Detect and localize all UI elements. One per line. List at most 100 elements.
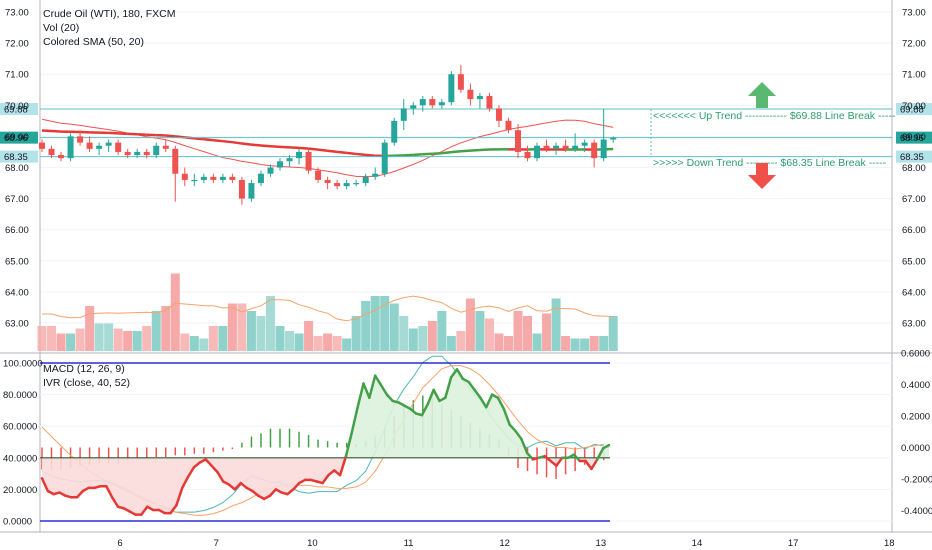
- ivr-line-segment: [572, 453, 582, 463]
- ivr-line-segment: [75, 489, 85, 499]
- ivr-line-segment: [496, 396, 506, 411]
- candle-body: [39, 142, 45, 149]
- sma-50-segment: [203, 138, 214, 142]
- ivr-line-segment: [508, 423, 517, 433]
- candle-body: [353, 183, 360, 185]
- ivr-line-segment: [321, 473, 330, 485]
- volume-bar: [208, 326, 218, 351]
- volume-bar: [37, 326, 47, 351]
- volume-bar: [218, 326, 228, 351]
- candle-body: [476, 95, 483, 100]
- osc-tick-left: 80.0000: [3, 390, 37, 401]
- price-tick-right: 69.00: [902, 132, 926, 143]
- ivr-line-segment: [555, 456, 564, 467]
- price-tick-right: 72.00: [902, 39, 926, 50]
- ivr-low-fill: [42, 457, 609, 515]
- ivr-line-segment: [455, 368, 465, 381]
- ivr-line-segment: [186, 466, 196, 479]
- candles: [39, 64, 617, 205]
- down-trend-annotation: >>>>> Down Trend --------- $68.35 Line B…: [653, 157, 887, 169]
- ivr-line-segment: [484, 393, 494, 409]
- sma-50-segment: [413, 153, 423, 157]
- osc-tick-right: -0.2000: [901, 475, 932, 486]
- candle-body: [248, 183, 255, 199]
- ivr-line-segment: [520, 437, 529, 455]
- volume-bar: [256, 316, 266, 351]
- price-tick-left: 64.00: [5, 287, 29, 298]
- candle-body: [229, 176, 236, 180]
- candle-body: [153, 145, 160, 156]
- level-tag-right: [896, 131, 932, 144]
- ivr-line-segment: [140, 505, 149, 516]
- candle-body: [296, 151, 303, 159]
- ivr-line-segment: [181, 475, 190, 490]
- ivr-line-segment: [432, 388, 441, 403]
- candle-body: [286, 158, 293, 162]
- volume-bar: [104, 323, 114, 351]
- ivr-line-segment: [233, 481, 242, 491]
- time-tick: 12: [499, 538, 510, 549]
- sma-50-segment: [279, 145, 290, 149]
- arrow-down-icon: [748, 163, 776, 189]
- volume-bar: [285, 331, 295, 351]
- volume-bar: [484, 318, 494, 351]
- ivr-line-segment: [292, 481, 301, 491]
- sma-50-segment: [298, 146, 309, 150]
- candle-body: [48, 148, 55, 156]
- candle-body: [362, 176, 369, 184]
- sma-50-segment: [260, 144, 271, 148]
- volume-bar: [351, 316, 361, 351]
- candle-body: [105, 142, 112, 146]
- price-tick-left: 65.00: [5, 256, 29, 267]
- volume-bar: [551, 298, 561, 351]
- ivr-line-segment: [502, 407, 511, 426]
- candle-body: [391, 120, 398, 143]
- volume-bar: [399, 316, 409, 351]
- candle-body: [334, 183, 341, 187]
- price-tick-right: 67.00: [902, 194, 926, 205]
- volume-bar: [599, 336, 609, 351]
- price-tick-right: 66.00: [902, 225, 926, 236]
- candle-body: [410, 105, 417, 109]
- volume-bar: [494, 333, 504, 351]
- candle-body: [172, 148, 179, 174]
- ivr-line-segment: [169, 503, 178, 515]
- ivr-line-segment: [110, 496, 120, 509]
- ivr-line-segment: [227, 483, 237, 491]
- sma-50-segment: [432, 151, 442, 156]
- sma-50-segment: [441, 150, 452, 155]
- ivr-pane: [40, 362, 611, 522]
- ivr-line-segment: [327, 469, 336, 477]
- ivr-line-segment: [344, 431, 354, 458]
- volume-bar: [199, 338, 209, 351]
- volume-bar: [56, 333, 66, 351]
- level-tag-text: 69.88: [900, 105, 924, 116]
- ivr-line-segment: [338, 454, 348, 477]
- candle-body: [486, 95, 493, 109]
- volume-bar: [123, 331, 133, 351]
- price-tick-left: 71.00: [5, 70, 29, 81]
- moving-averages: [41, 118, 614, 178]
- price-tick-right: 64.00: [902, 287, 926, 298]
- volume-bar: [237, 303, 247, 351]
- volume-bar: [304, 321, 314, 351]
- candle-body: [181, 173, 188, 180]
- ivr-line-segment: [584, 459, 593, 471]
- sma-label: Colored SMA (50, 20): [43, 36, 144, 48]
- level-tag-text: 68.96: [4, 133, 28, 144]
- candle-body: [343, 183, 350, 187]
- vol-label: Vol (20): [43, 22, 79, 34]
- price-tick-left: 67.00: [5, 194, 29, 205]
- candle-body: [419, 99, 426, 106]
- sma-50-segment: [317, 148, 328, 152]
- candle-body: [562, 145, 569, 149]
- candle-body: [315, 170, 322, 180]
- candle-body: [143, 151, 150, 156]
- candle-body: [524, 151, 531, 159]
- volume-bar: [180, 333, 190, 351]
- sma-50-segment: [346, 151, 357, 156]
- ivr-line-segment: [409, 407, 418, 415]
- ivr-line-segment: [350, 405, 359, 434]
- price-levels: 69.88 69.88 68.96 68.96 68.35 68.35: [0, 103, 932, 163]
